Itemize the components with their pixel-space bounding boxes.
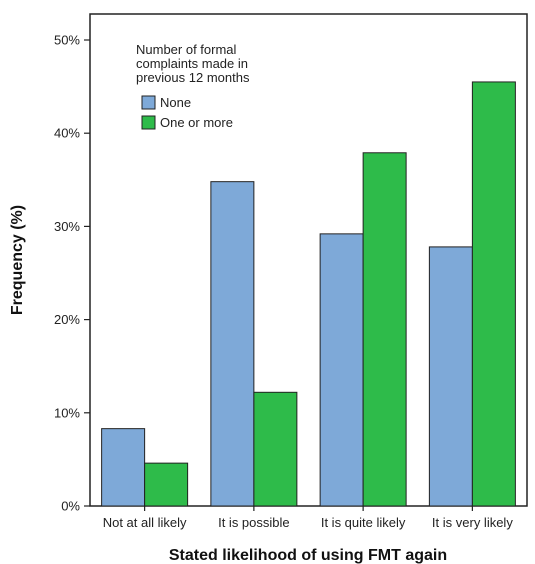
legend-swatch-none	[141, 95, 156, 110]
x-tick-label: It is possible	[218, 515, 290, 530]
bar-none	[319, 233, 364, 507]
legend-swatch-one-or-more	[141, 115, 156, 130]
y-tick-label: 30%	[54, 219, 80, 234]
x-axis-ticks: Not at all likely It is possible It is qui…	[103, 506, 513, 530]
bars-group	[101, 81, 516, 507]
x-tick-label: Not at all likely	[103, 515, 187, 530]
legend: Number of formal complaints made in prev…	[136, 42, 250, 130]
y-axis-title: Frequency (%)	[9, 205, 26, 315]
bar-none	[101, 428, 146, 507]
y-tick-label: 50%	[54, 33, 80, 48]
x-tick-label: It is very likely	[432, 515, 513, 530]
bar-one-or-more	[471, 81, 516, 507]
x-tick-label: It is quite likely	[321, 515, 406, 530]
legend-title-line-1: Number of formal	[136, 42, 237, 57]
legend-label-one-or-more: One or more	[160, 115, 233, 130]
bar-one-or-more	[362, 152, 407, 507]
y-tick-label: 10%	[54, 405, 80, 420]
bar-one-or-more	[144, 462, 189, 507]
y-tick-label: 40%	[54, 126, 80, 141]
legend-title-line-2: complaints made in	[136, 56, 248, 71]
legend-title-line-3: previous 12 months	[136, 70, 250, 85]
bar-none	[428, 246, 473, 507]
bar-none	[210, 181, 255, 507]
bar-one-or-more	[253, 391, 298, 507]
legend-label-none: None	[160, 95, 191, 110]
x-axis-title: Stated likelihood of using FMT again	[169, 547, 447, 564]
y-axis-ticks: 0% 10% 20% 30% 40% 50%	[54, 33, 90, 514]
y-tick-label: 0%	[61, 499, 80, 514]
y-tick-label: 20%	[54, 312, 80, 327]
